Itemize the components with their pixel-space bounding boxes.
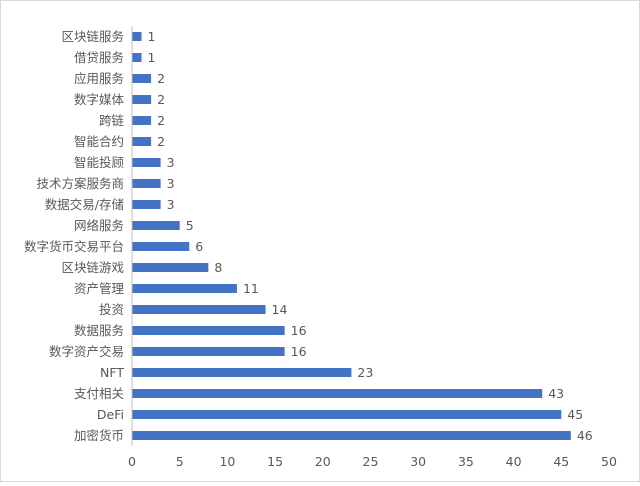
category-label: 借贷服务 [74, 50, 124, 65]
category-label: 数据服务 [74, 323, 124, 338]
category-label: 技术方案服务商 [36, 176, 124, 191]
category-label: 加密货币 [74, 428, 124, 443]
data-label: 16 [291, 323, 307, 338]
x-tick-label: 5 [176, 454, 184, 469]
data-label: 43 [548, 386, 564, 401]
category-label: NFT [100, 365, 124, 380]
category-label: 数字资产交易 [49, 344, 124, 359]
data-label: 3 [167, 197, 175, 212]
data-label: 11 [243, 281, 259, 296]
data-label: 23 [357, 365, 373, 380]
bar [132, 116, 152, 125]
x-tick-label: 50 [601, 454, 617, 469]
bar [132, 179, 161, 188]
data-label: 1 [148, 50, 156, 65]
bar [132, 32, 142, 41]
category-label: 支付相关 [74, 386, 124, 401]
data-label: 16 [291, 344, 307, 359]
category-label: 数字媒体 [74, 92, 125, 107]
category-label: 资产管理 [74, 281, 125, 296]
data-label: 8 [214, 260, 222, 275]
bars-group [132, 32, 571, 440]
x-tick-label: 20 [315, 454, 331, 469]
bar [132, 410, 562, 419]
data-label: 14 [272, 302, 288, 317]
bar [132, 368, 352, 377]
data-label: 3 [167, 176, 175, 191]
x-tick-label: 40 [506, 454, 522, 469]
category-label: 投资 [99, 302, 124, 317]
bar [132, 137, 152, 146]
category-label: 应用服务 [74, 71, 124, 86]
data-label: 5 [186, 218, 194, 233]
category-label: 智能投顾 [74, 155, 124, 170]
data-label: 2 [157, 71, 165, 86]
x-tick-label: 45 [553, 454, 569, 469]
bar [132, 305, 266, 314]
x-tick-label: 10 [219, 454, 235, 469]
data-label: 3 [167, 155, 175, 170]
x-tick-label: 25 [363, 454, 379, 469]
x-tick-label: 15 [267, 454, 283, 469]
bar [132, 53, 142, 62]
bar [132, 284, 237, 293]
bar [132, 389, 543, 398]
data-label: 1 [148, 29, 156, 44]
category-label: DeFi [97, 407, 124, 422]
bar [132, 221, 180, 230]
x-tick-label: 35 [458, 454, 474, 469]
x-tick-label: 0 [128, 454, 136, 469]
bar [132, 242, 190, 251]
data-label: 45 [567, 407, 583, 422]
data-label: 2 [157, 134, 165, 149]
category-label: 区块链服务 [61, 29, 124, 44]
bar [132, 326, 285, 335]
bar [132, 200, 161, 209]
category-label: 数据交易/存储 [45, 197, 124, 212]
data-label: 2 [157, 92, 165, 107]
data-label: 2 [157, 113, 165, 128]
category-label: 智能合约 [74, 134, 124, 149]
bar [132, 431, 571, 440]
x-tick-label: 30 [410, 454, 426, 469]
category-label: 网络服务 [74, 218, 124, 233]
bar [132, 95, 152, 104]
data-label: 6 [195, 239, 203, 254]
category-label: 区块链游戏 [61, 260, 124, 275]
category-label: 跨链 [99, 113, 125, 128]
x-axis-ticks: 0 5 10 15 20 25 30 35 40 45 50 [128, 454, 617, 469]
category-label: 数字货币交易平台 [24, 239, 124, 254]
bar [132, 74, 152, 83]
bar [132, 263, 209, 272]
data-label: 46 [577, 428, 593, 443]
bar [132, 158, 161, 167]
category-labels: 区块链服务借贷服务应用服务数字媒体跨链智能合约智能投顾技术方案服务商数据交易/存… [24, 29, 125, 443]
bar [132, 347, 285, 356]
